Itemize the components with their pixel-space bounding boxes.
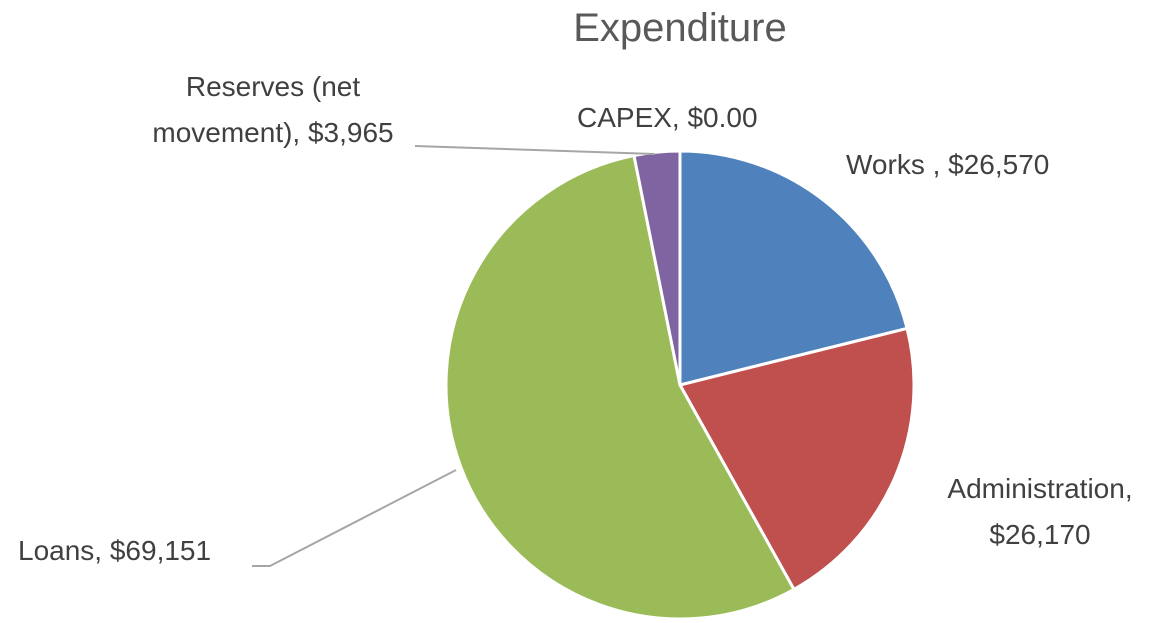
leader-line	[414, 145, 656, 155]
data-label: CAPEX, $0.00	[577, 102, 758, 133]
data-label: Loans, $69,151	[18, 535, 212, 566]
data-label: Works , $26,570	[846, 149, 1050, 180]
chart-title: Expenditure	[573, 6, 787, 50]
pie-slice	[678, 326, 916, 591]
data-label: Reserves (net movement), $3,965	[152, 71, 394, 148]
pie-slice	[678, 149, 909, 387]
pie-slice	[444, 154, 796, 621]
data-label: Administration, $26,170	[947, 473, 1133, 550]
leader-line	[252, 469, 457, 567]
